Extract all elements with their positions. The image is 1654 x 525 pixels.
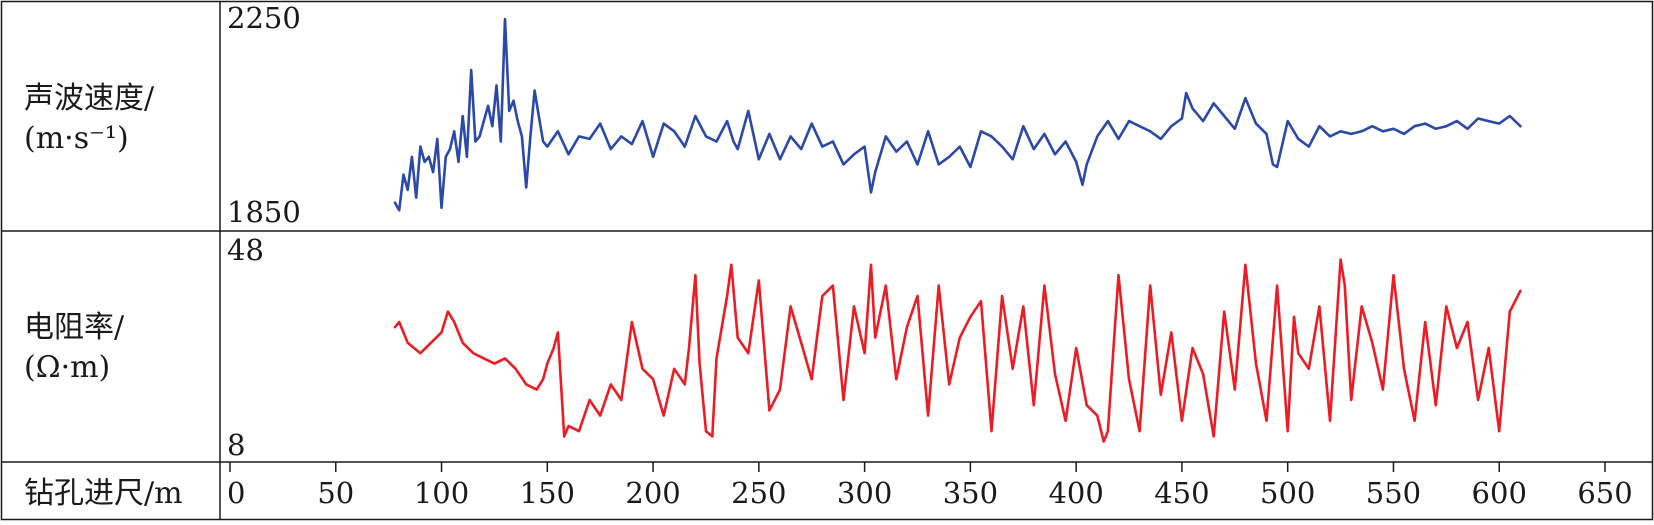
velocity-series-line xyxy=(393,17,1522,212)
resistivity-label-line1: 电阻率/ xyxy=(24,310,125,345)
x-tick-label: 450 xyxy=(1154,476,1209,510)
x-ticks: 0 50 100 150 200 250 300 350 400 450 500 550 600 650 xyxy=(227,462,1633,510)
resistivity-label-line2: (Ω·m) xyxy=(24,350,110,385)
x-tick-label: 250 xyxy=(731,476,786,510)
resistivity-ymin-label: 8 xyxy=(227,428,245,462)
x-tick-label: 400 xyxy=(1048,476,1103,510)
x-tick-label: 50 xyxy=(317,476,354,510)
velocity-ymin-label: 1850 xyxy=(227,195,301,229)
x-tick-label: 550 xyxy=(1366,476,1421,510)
x-tick-label: 500 xyxy=(1260,476,1315,510)
x-tick-label: 100 xyxy=(414,476,469,510)
velocity-label-line1: 声波速度/ xyxy=(24,81,155,116)
x-tick-label: 650 xyxy=(1577,476,1632,510)
x-tick-label: 350 xyxy=(943,476,998,510)
series-layer xyxy=(393,17,1522,443)
x-axis-label: 钻孔进尺/m xyxy=(24,476,183,511)
velocity-label-line2: (m·s⁻¹) xyxy=(24,121,129,156)
x-tick-label: 200 xyxy=(625,476,680,510)
resistivity-series-line xyxy=(393,258,1522,443)
x-tick-label: 0 xyxy=(227,476,245,510)
x-tick-label: 600 xyxy=(1472,476,1527,510)
x-tick-label: 150 xyxy=(520,476,575,510)
velocity-ymax-label: 2250 xyxy=(227,1,301,35)
resistivity-ymax-label: 48 xyxy=(227,233,264,267)
x-tick-label: 300 xyxy=(837,476,892,510)
